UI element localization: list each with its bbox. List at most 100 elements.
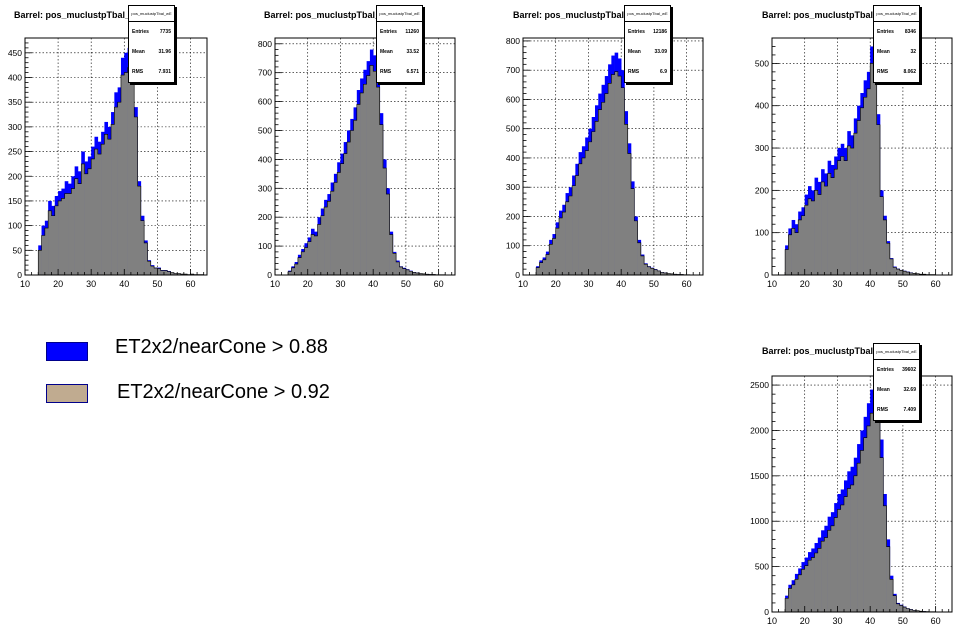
histogram-bin	[650, 268, 655, 275]
x-tick-label: 50	[898, 616, 908, 626]
histogram-bin	[324, 207, 328, 275]
histogram-bin	[834, 517, 838, 612]
histogram-bin	[811, 557, 815, 612]
histogram-bin	[791, 584, 796, 612]
histogram-bin	[808, 560, 812, 612]
histogram-bin	[137, 186, 142, 275]
histogram-bin	[785, 249, 789, 275]
histogram-bin	[794, 232, 799, 275]
histogram-bin	[817, 194, 822, 275]
histogram-bin	[591, 131, 596, 275]
histogram-outline	[784, 409, 952, 613]
y-tick-label: 2000	[750, 425, 769, 435]
y-tick-label: 300	[258, 183, 272, 193]
histogram-bin	[369, 65, 374, 276]
x-tick-label: 20	[551, 279, 561, 289]
histogram-bin	[840, 156, 845, 275]
y-tick-label: 100	[8, 221, 22, 231]
histogram-bin	[644, 264, 648, 275]
histogram-bin	[294, 264, 299, 275]
y-tick-label: 300	[755, 143, 769, 153]
histogram-panel-1: Barrel: pos_muclustpTbal_wE 10 20 30 40 50 60…	[0, 0, 250, 300]
legend-label-tight: ET2x2/nearCone > 0.92	[117, 381, 330, 403]
stats-value: 8.062	[903, 69, 916, 75]
histogram-bin	[291, 267, 295, 275]
legend-swatch-loose	[46, 342, 88, 361]
x-tick-label: 10	[767, 279, 777, 289]
histogram-bin	[568, 196, 573, 275]
histogram-bin	[539, 262, 543, 275]
stats-value: 39602	[902, 367, 916, 373]
histogram-outline	[784, 63, 952, 276]
histogram-bin	[402, 268, 407, 275]
histogram-bin	[657, 270, 661, 275]
histogram-bin	[837, 509, 842, 612]
stats-row: Mean 32.69	[874, 380, 919, 400]
plot-frame	[274, 37, 456, 276]
histogram-bin	[117, 102, 122, 275]
histogram-bin	[912, 273, 917, 275]
histogram-bin	[876, 421, 881, 612]
histogram-bin	[804, 565, 809, 612]
histogram-bin	[827, 173, 832, 275]
x-tick-label: 60	[931, 279, 941, 289]
stats-title: pos_muclustpTbal_wE	[129, 6, 174, 22]
x-tick-label: 30	[832, 616, 842, 626]
histogram-bin	[827, 530, 832, 612]
histogram-bin	[880, 196, 884, 275]
stats-value: 33.52	[406, 49, 419, 55]
histogram-bin	[386, 194, 390, 275]
series-tight	[288, 65, 446, 276]
histogram-bin	[811, 200, 815, 275]
histogram-bin	[44, 228, 49, 275]
histogram-bin	[830, 177, 835, 275]
histogram-bin	[107, 139, 112, 275]
series-tight	[785, 63, 936, 276]
stats-row: Entries 7735	[129, 22, 174, 42]
histogram-bin	[863, 97, 868, 275]
histogram-bin	[356, 104, 361, 275]
histogram-bin	[798, 219, 802, 275]
x-tick-label: 40	[865, 279, 875, 289]
stats-label: RMS	[877, 407, 889, 413]
stats-value: 7.409	[903, 407, 916, 413]
panel-title: Barrel: pos_muclustpTbal_wE	[264, 10, 394, 20]
panel-title: Barrel: pos_muclustpTbal_wE	[762, 10, 892, 20]
histogram-bin	[886, 243, 891, 275]
histogram-bin	[376, 87, 381, 275]
histogram-bin	[366, 75, 371, 275]
x-tick-label: 10	[20, 279, 30, 289]
histogram-bin	[81, 163, 85, 275]
histogram-bin	[814, 553, 819, 612]
stats-label: RMS	[877, 69, 889, 75]
histogram-bin	[419, 273, 423, 275]
histogram-panel-3: Barrel: pos_muclustpTbal_wE 10 20 30 40 50 60…	[500, 0, 750, 300]
y-tick-label: 100	[258, 241, 272, 251]
y-tick-label: 1500	[750, 471, 769, 481]
histogram-bin	[77, 183, 82, 275]
histogram-bin	[167, 271, 171, 275]
histogram-bin	[601, 102, 606, 276]
histogram-bin	[373, 71, 377, 275]
stats-value: 6.9	[660, 69, 667, 75]
histogram-bin	[840, 504, 845, 612]
histogram-bin	[399, 266, 403, 275]
histogram-bin	[405, 269, 410, 275]
stats-box: pos_muclustpTbal_wE Entries 11260 Mean 33.52…	[376, 5, 423, 83]
x-tick-label: 30	[335, 279, 345, 289]
stats-value: 11260	[405, 29, 419, 35]
histogram-bin	[38, 250, 42, 275]
histogram-bin	[814, 190, 819, 275]
histogram-bin	[94, 149, 99, 275]
stats-label: Mean	[877, 387, 890, 393]
histogram-bin	[150, 266, 155, 275]
histogram-bin	[120, 75, 125, 275]
stats-row: Entries 12186	[625, 22, 670, 42]
stats-value: 32.69	[903, 387, 916, 393]
y-tick-label: 600	[258, 97, 272, 107]
stats-title: pos_muclustpTbal_wE	[377, 6, 422, 22]
stats-label: RMS	[380, 69, 392, 75]
histogram-bin	[670, 273, 674, 275]
histogram-bin	[916, 610, 920, 612]
legend-label-loose: ET2x2/nearCone > 0.88	[115, 336, 328, 358]
